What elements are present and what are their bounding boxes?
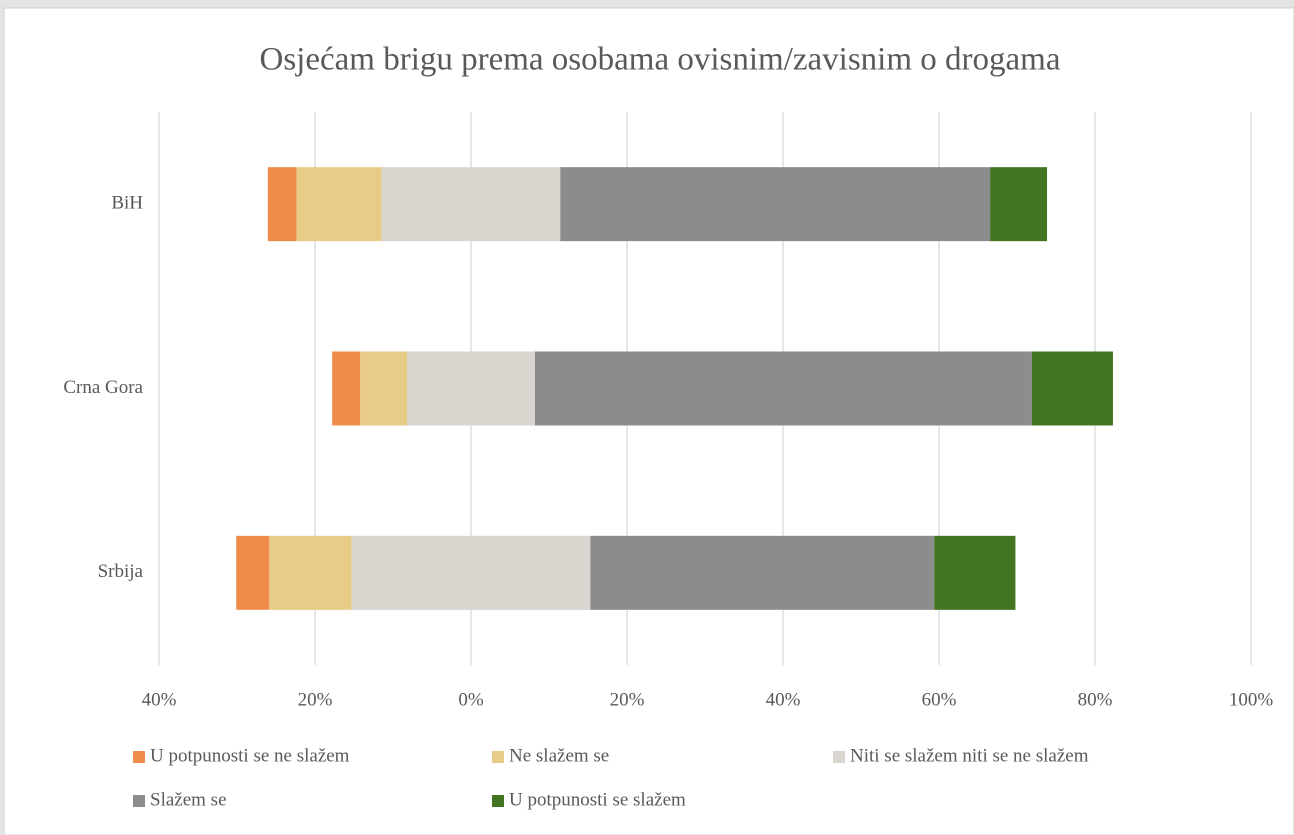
chart-title: Osjećam brigu prema osobama ovisnim/zavi…: [260, 42, 1061, 78]
bar-segment: [268, 535, 352, 610]
legend-swatch: [492, 795, 504, 807]
legend-label: Ne slažem se: [509, 745, 609, 766]
bar-segment: [267, 167, 297, 242]
bar-segment: [534, 351, 1032, 426]
bar-segment: [360, 351, 408, 426]
bar-segment: [590, 535, 935, 610]
y-tick-label: BiH: [111, 193, 143, 214]
legend-swatch: [133, 795, 145, 807]
legend-label: Slažem se: [150, 789, 227, 810]
bar-segment: [381, 167, 561, 242]
x-tick-label: 40%: [142, 689, 177, 710]
legend-swatch: [833, 751, 845, 763]
bar-segment: [296, 167, 382, 242]
bar-segment: [407, 351, 535, 426]
bar-segment: [332, 351, 361, 426]
x-tick-label: 80%: [1078, 689, 1113, 710]
x-tick-label: 100%: [1229, 689, 1274, 710]
y-tick-label: Crna Gora: [63, 377, 143, 398]
bar-segment: [351, 535, 591, 610]
bar-segment: [236, 535, 269, 610]
y-tick-label: Srbija: [98, 561, 144, 582]
bar-segment: [1031, 351, 1113, 426]
bar-segment: [560, 167, 991, 242]
x-tick-label: 40%: [766, 689, 801, 710]
legend-label: Niti se slažem niti se ne slažem: [850, 745, 1089, 766]
x-tick-label: 20%: [298, 689, 333, 710]
bar-segment: [934, 535, 1016, 610]
x-tick-label: 20%: [610, 689, 645, 710]
legend-label: U potpunosti se slažem: [509, 789, 686, 810]
x-tick-label: 0%: [458, 689, 484, 710]
legend-swatch: [133, 751, 145, 763]
x-tick-label: 60%: [922, 689, 957, 710]
legend-label: U potpunosti se ne slažem: [150, 745, 350, 766]
bar-segment: [990, 167, 1048, 242]
legend-swatch: [492, 751, 504, 763]
